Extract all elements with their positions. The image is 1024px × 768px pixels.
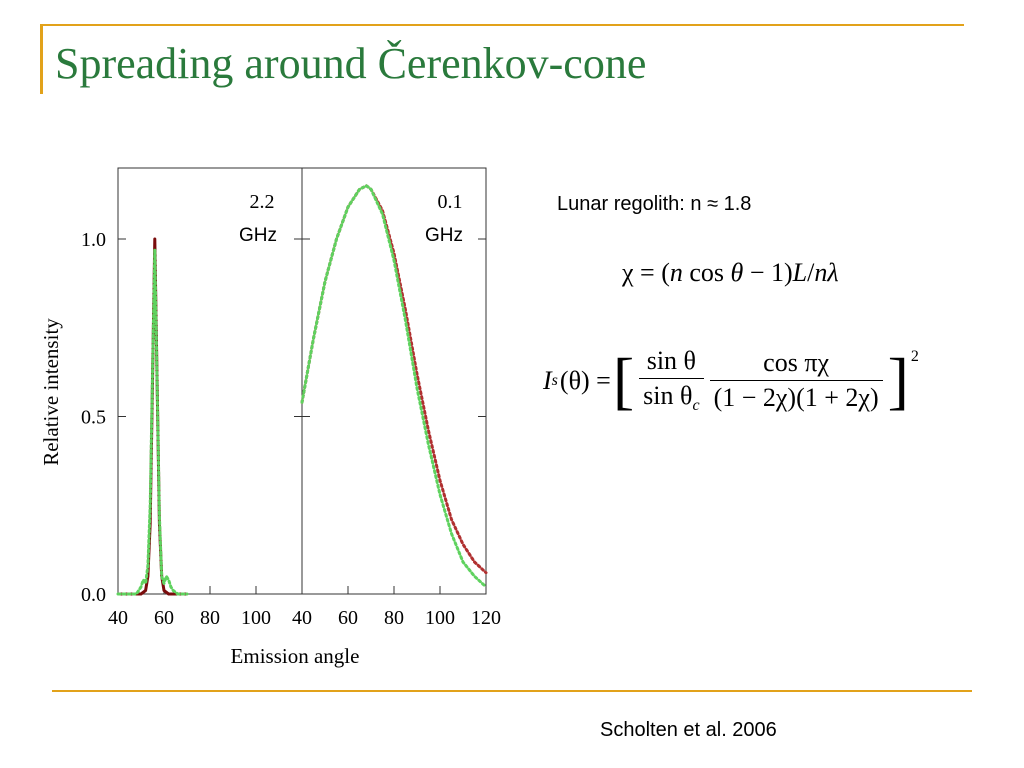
right-x-tick-label-2: 80 [384, 607, 404, 629]
right-x-tick-label-0: 40 [292, 607, 312, 629]
eq1-slash: / [807, 258, 815, 287]
y-axis-label: Relative intensity [39, 318, 63, 466]
right-panel-unit: GHz [425, 225, 463, 246]
right-panel-freq: 0.1 [438, 191, 463, 213]
eq1-L: L [792, 258, 808, 287]
slide-title: Spreading around Čerenkov-cone [55, 39, 647, 88]
left-x-tick-label-0: 40 [108, 607, 128, 629]
eq1-n: n [669, 258, 683, 287]
right-series-1 [300, 184, 488, 589]
eq2-s: s [551, 371, 558, 389]
frac1-denominator: sin θc [639, 378, 704, 415]
regolith-note: Lunar regolith: n ≈ 1.8 [557, 193, 752, 215]
left-x-tick-label-1: 60 [154, 607, 174, 629]
bottom-divider [52, 690, 972, 692]
left-panel-freq: 2.2 [250, 191, 275, 213]
eq1-theta: θ [730, 258, 744, 287]
title-accent-bar [40, 24, 43, 94]
right-x-tick-label-1: 60 [338, 607, 358, 629]
right-x-tick-label-3: 100 [425, 607, 455, 629]
right-x-tick-label-4: 120 [471, 607, 501, 629]
eq1-lhs: χ = ( [622, 258, 670, 287]
eq2-arg: (θ) = [559, 365, 611, 395]
y-tick-label-2: 1.0 [81, 229, 106, 251]
left-x-tick-label-3: 100 [241, 607, 271, 629]
right-bracket: ] [887, 344, 909, 416]
fraction-cos: cos πχ (1 − 2χ)(1 + 2χ) [709, 348, 883, 413]
eq2-I: I [543, 365, 552, 395]
left-bracket: [ [612, 344, 635, 416]
left-x-tick-label-2: 80 [200, 607, 220, 629]
left-panel-unit: GHz [239, 225, 277, 246]
eq1-cos: cos [682, 258, 731, 287]
chi-equation: χ = (n cos θ − 1)L/nλ [622, 258, 839, 288]
x-axis-label: Emission angle [231, 644, 360, 668]
citation: Scholten et al. 2006 [600, 719, 777, 741]
eq1-lambda: λ [827, 258, 839, 287]
left-series-0 [118, 237, 187, 596]
y-tick-label-0: 0.0 [81, 584, 106, 606]
frac1-den-text: sin θ [643, 381, 693, 410]
eq1-rest: − 1) [743, 258, 793, 287]
frac1-numerator: sin θ [646, 346, 696, 375]
eq1-n2: n [814, 258, 828, 287]
eq2-exponent: 2 [910, 348, 919, 365]
frac1-den-sub: c [692, 397, 700, 415]
frac2-denominator: (1 − 2χ)(1 + 2χ) [709, 380, 883, 413]
frac2-numerator: cos πχ [763, 348, 829, 378]
top-divider [40, 24, 964, 26]
left-series-1 [116, 248, 189, 596]
y-tick-label-1: 0.5 [81, 407, 106, 429]
fraction-sin: sin θ sin θc [639, 346, 704, 415]
